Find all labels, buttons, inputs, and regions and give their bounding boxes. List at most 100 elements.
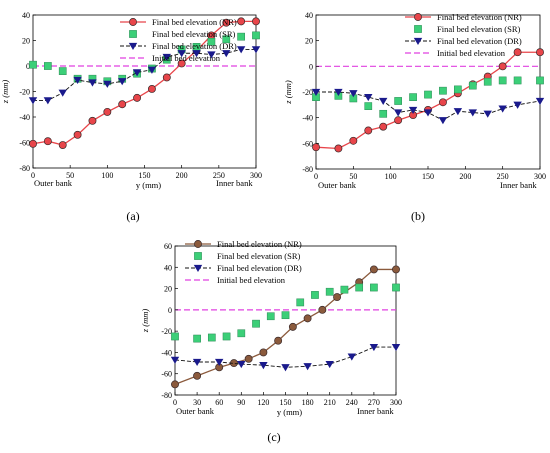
data-point-sr	[207, 333, 216, 342]
data-point-sr	[311, 291, 319, 299]
data-point-sr	[454, 85, 462, 94]
legend-item-sr: Final bed elevation (SR)	[194, 251, 301, 261]
legend-marker	[414, 25, 422, 33]
data-point-sr	[468, 81, 477, 90]
data-point-sr	[252, 31, 260, 40]
legend-marker	[413, 37, 423, 45]
y-tick-label: -80	[19, 164, 30, 173]
y-tick-label: 60	[164, 242, 172, 251]
legend-label: Final bed elevation (NR)	[437, 12, 522, 22]
data-point-sr	[266, 312, 275, 321]
x-tick-label: 210	[324, 398, 336, 407]
inner-bank-label: Inner bank	[216, 178, 253, 188]
data-point-dr	[251, 46, 261, 54]
x-tick-label: 300	[250, 171, 262, 180]
legend: Final bed elevation (NR) Final bed elevat…	[120, 17, 237, 63]
data-point-dr	[325, 360, 334, 369]
series-sr	[171, 283, 400, 343]
data-point-dr	[147, 66, 157, 74]
data-point-dr	[349, 90, 358, 98]
data-point-sr	[44, 62, 52, 70]
data-point-dr	[393, 109, 403, 117]
legend-item-nr: Final bed elevation (NR)	[120, 17, 237, 27]
x-tick-label: 90	[237, 398, 245, 407]
y-tick-label: -20	[161, 327, 172, 336]
legend: Final bed elevation (NR) Final bed elevat…	[405, 12, 522, 58]
legend-marker	[129, 30, 137, 38]
x-tick-label: 180	[302, 398, 314, 407]
data-point-dr	[43, 97, 53, 105]
legend: Final bed elevation (NR) Final bed elevat…	[185, 239, 302, 285]
data-point-dr	[347, 353, 356, 361]
y-tick-label: 40	[164, 263, 172, 272]
x-tick-label: 100	[101, 171, 113, 180]
x-tick-label: 100	[385, 172, 397, 181]
series-line-dr	[33, 48, 256, 101]
data-point-dr	[215, 358, 224, 366]
legend-marker	[414, 13, 422, 21]
series-nr	[29, 17, 260, 149]
data-point-dr	[391, 343, 401, 352]
panel-label: (b)	[411, 209, 425, 223]
legend-marker	[128, 42, 138, 50]
legend-item-sr: Final bed elevation (SR)	[414, 24, 521, 34]
legend-item-nr: Final bed elevation (NR)	[405, 12, 522, 22]
series-dr	[170, 343, 401, 372]
y-tick-label: 20	[22, 37, 30, 46]
data-point-dr	[162, 53, 171, 62]
data-point-dr	[192, 358, 202, 366]
data-point-dr	[364, 93, 373, 102]
legend-label: Final bed elevation (SR)	[217, 251, 301, 261]
data-point-nr	[333, 293, 342, 302]
x-tick-label: 200	[459, 172, 471, 181]
data-point-nr	[133, 93, 142, 102]
y-tick-label: -20	[19, 88, 30, 97]
panel-label: (c)	[267, 430, 280, 444]
data-point-nr	[252, 17, 260, 26]
x-tick-label: 30	[193, 398, 201, 407]
x-tick-label: 240	[346, 398, 358, 407]
y-tick-label: -60	[19, 139, 30, 148]
x-tick-label: 0	[314, 172, 318, 181]
y-tick-label: -80	[302, 165, 313, 174]
chart-panel-2: 0 50 100 150 200 250 300 -80 -60 -40 -20 0 20 40 z (mm…	[283, 11, 546, 223]
y-tick-label: 40	[22, 11, 30, 20]
legend-label: Final bed elevation (SR)	[437, 24, 521, 34]
y-tick-label: -20	[302, 88, 313, 97]
legend-marker	[129, 18, 137, 26]
inner-bank-label: Inner bank	[500, 180, 537, 190]
x-tick-label: 250	[213, 171, 225, 180]
data-point-sr	[340, 285, 349, 294]
legend-label: Final bed elevation (DR)	[152, 41, 237, 51]
data-point-sr	[394, 97, 402, 105]
data-point-dr	[170, 356, 180, 364]
data-point-dr	[281, 364, 290, 372]
data-point-dr	[236, 46, 246, 54]
data-point-sr	[364, 102, 373, 110]
x-tick-label: 150	[280, 398, 292, 407]
data-point-nr	[349, 136, 358, 145]
data-point-dr	[453, 108, 463, 116]
data-point-sr	[424, 90, 432, 99]
legend-label: Initial bed elevation	[437, 48, 506, 58]
data-point-dr	[73, 76, 82, 85]
data-point-nr	[162, 73, 171, 82]
data-point-sr	[355, 283, 364, 292]
y-tick-label: -60	[161, 370, 172, 379]
y-tick-label: 0	[309, 62, 313, 71]
data-point-nr	[88, 116, 97, 125]
data-point-dr	[334, 88, 343, 96]
data-point-nr	[318, 305, 327, 314]
data-point-sr	[207, 37, 216, 46]
data-point-nr	[394, 116, 403, 125]
legend-item-dr: Final bed elevation (DR)	[405, 36, 522, 46]
series-nr	[312, 48, 544, 153]
x-tick-label: 0	[31, 171, 35, 180]
data-point-sr	[222, 35, 231, 44]
data-point-nr	[171, 380, 179, 389]
legend-label: Final bed elevation (SR)	[152, 29, 236, 39]
data-point-nr	[303, 314, 312, 323]
data-point-dr	[408, 106, 418, 114]
legend-item-nr: Final bed elevation (NR)	[185, 239, 302, 249]
